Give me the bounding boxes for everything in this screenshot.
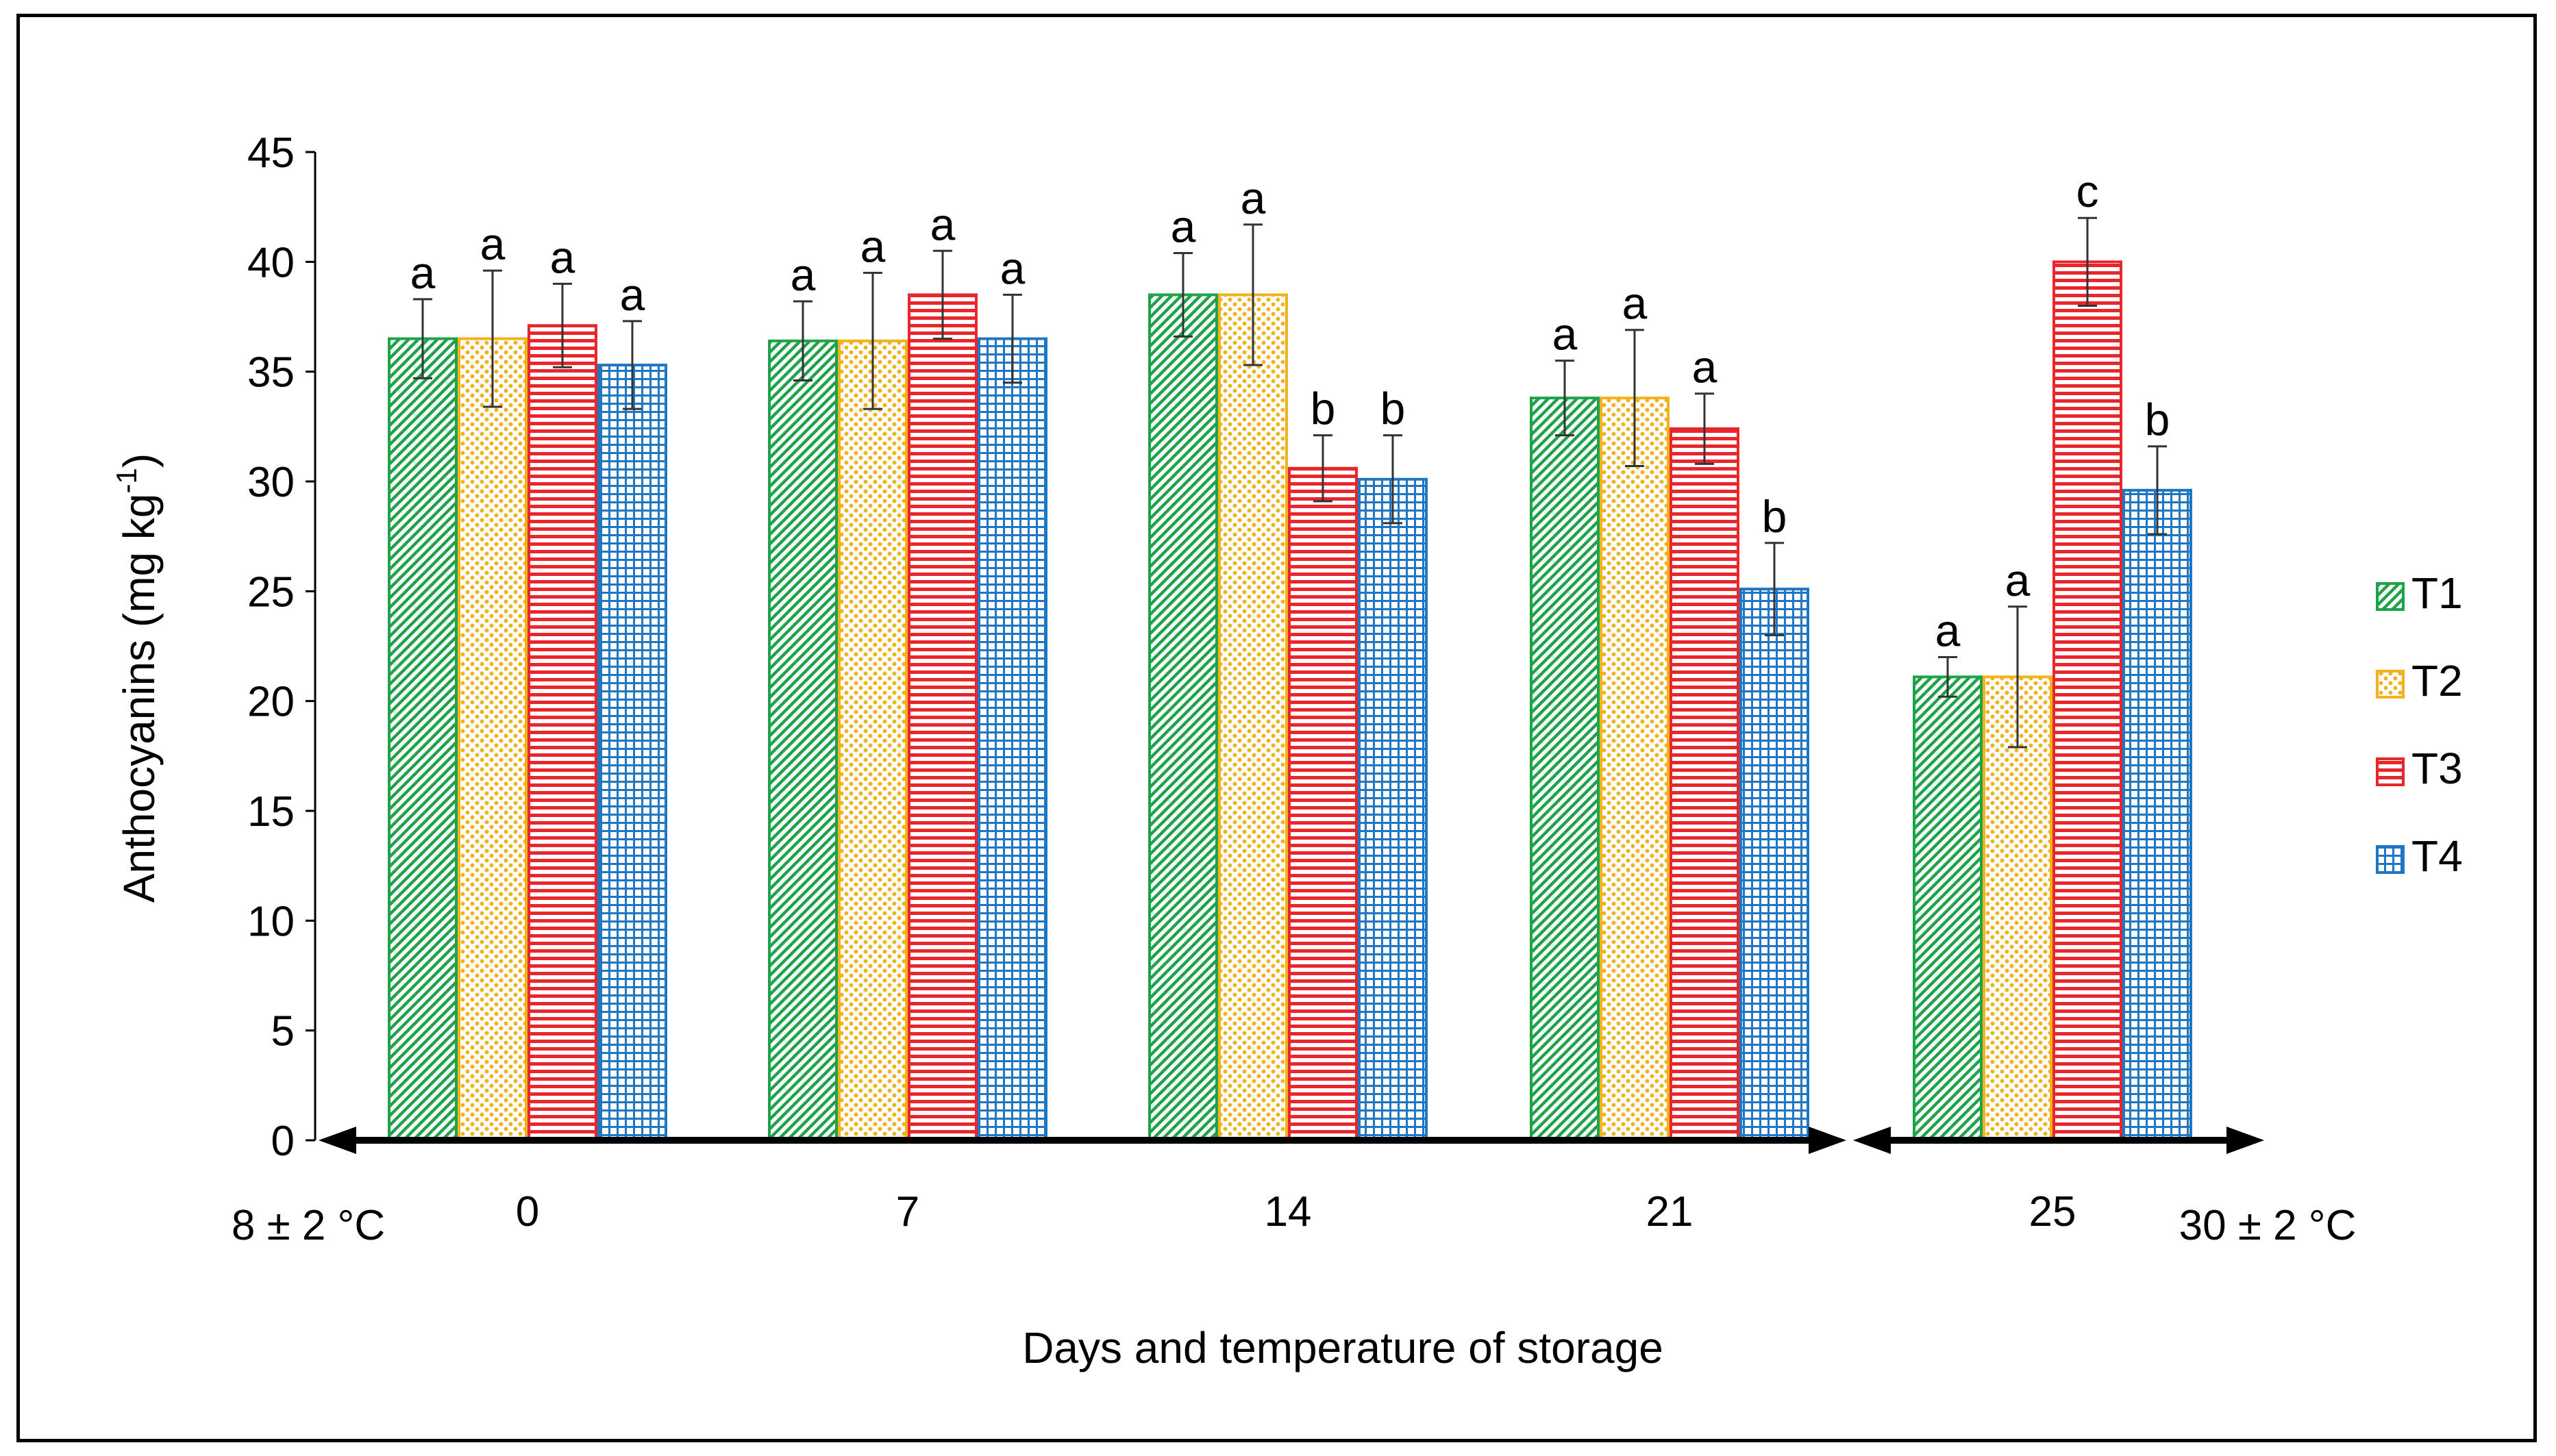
significance-letter: a <box>1000 242 1026 293</box>
significance-letter: a <box>930 199 956 249</box>
significance-letter: a <box>791 249 816 300</box>
bars <box>388 260 2192 1142</box>
legend-label-t2: T2 <box>2411 656 2463 705</box>
bar-t4-day-0 <box>597 364 667 1142</box>
y-axis: 0 5 10 15 20 25 30 35 40 45 <box>247 129 317 1165</box>
bar-t4-day-25 <box>2122 488 2192 1142</box>
bar-t1-day-7 <box>768 339 838 1142</box>
legend-swatch-t4 <box>2376 845 2405 874</box>
arrowhead-left <box>1853 1127 1891 1154</box>
y-tick-label: 45 <box>247 129 295 177</box>
x-tick-label: 0 <box>516 1188 539 1235</box>
bar-t1-day-0 <box>388 337 458 1142</box>
legend-label-t1: T1 <box>2411 568 2463 618</box>
bar-t2-day-14 <box>1218 293 1288 1142</box>
y-axis-title: Anthocyanins (mg kg-1) <box>110 453 164 903</box>
bar-t4-day-14 <box>1358 477 1428 1142</box>
arrowhead-left <box>319 1127 356 1154</box>
significance-letter: a <box>1171 201 1196 252</box>
x-axis: 0 7 14 21 25 <box>319 1127 2264 1235</box>
arrowhead-right <box>2226 1127 2264 1154</box>
significance-letter: a <box>550 231 575 282</box>
significance-letter: a <box>1622 278 1648 329</box>
y-tick-label: 5 <box>271 1008 295 1055</box>
x-tick-label: 21 <box>1646 1188 1693 1235</box>
annotation-high-temp: 30 ± 2 °C <box>2179 1202 2357 1249</box>
bar-t3-day-14 <box>1288 466 1358 1142</box>
y-axis-title-superscript: -1 <box>110 468 142 493</box>
bar-t1-day-14 <box>1148 293 1218 1142</box>
significance-letter: a <box>480 218 506 269</box>
legend-label-t3: T3 <box>2411 744 2463 793</box>
bar-t3-day-25 <box>2052 260 2122 1142</box>
significance-letter: b <box>1762 491 1787 542</box>
x-tick-label: 14 <box>1265 1188 1312 1235</box>
arrowhead-right <box>1809 1127 1846 1154</box>
bar-t1-day-25 <box>1913 675 1983 1142</box>
y-tick-label: 10 <box>247 898 295 945</box>
y-tick-label: 20 <box>247 679 295 726</box>
bar-t2-day-25 <box>1983 675 2052 1142</box>
bar-t2-day-7 <box>838 339 908 1142</box>
bar-t1-day-21 <box>1530 397 1600 1142</box>
y-tick-label: 0 <box>271 1118 295 1165</box>
legend-swatch-t1 <box>2376 582 2405 611</box>
y-axis-title-close: ) <box>114 453 164 468</box>
bar-t2-day-21 <box>1600 397 1670 1142</box>
significance-letter: a <box>620 269 645 320</box>
significance-letter: b <box>1380 384 1406 434</box>
significance-letter: a <box>2005 555 2031 605</box>
significance-letter: a <box>1935 605 1961 656</box>
significance-letter: a <box>1552 309 1578 360</box>
significance-letter: a <box>1692 342 1717 392</box>
x-tick-label: 25 <box>2029 1188 2076 1235</box>
bar-t3-day-21 <box>1670 427 1739 1142</box>
x-axis-title: Days and temperature of storage <box>1022 1323 1663 1372</box>
legend-label-t4: T4 <box>2411 831 2463 881</box>
significance-letter: b <box>2145 394 2170 445</box>
x-tick-label: 7 <box>896 1188 919 1235</box>
significance-letter: c <box>2076 166 2099 216</box>
y-tick-label: 30 <box>247 459 295 506</box>
error-bars <box>413 216 2167 749</box>
y-tick-label: 15 <box>247 788 295 836</box>
y-tick-label: 25 <box>247 568 295 616</box>
bar-t3-day-7 <box>908 293 978 1142</box>
y-tick-label: 35 <box>247 349 295 397</box>
legend-swatch-t3 <box>2376 757 2405 786</box>
significance-letter: a <box>1241 173 1266 223</box>
legend: T1 T2 T3 T4 <box>2376 568 2463 881</box>
bar-t2-day-0 <box>458 337 528 1142</box>
bar-t4-day-21 <box>1739 588 1809 1142</box>
legend-swatch-t2 <box>2376 670 2405 699</box>
y-axis-title-main: Anthocyanins (mg kg <box>114 494 164 903</box>
annotation-low-temp: 8 ± 2 °C <box>232 1202 385 1249</box>
bar-t3-day-0 <box>528 324 597 1142</box>
significance-letter: a <box>860 221 886 271</box>
significance-letter: a <box>410 247 436 298</box>
bar-t4-day-7 <box>978 337 1047 1142</box>
significance-letter: b <box>1311 384 1336 434</box>
y-tick-label: 40 <box>247 239 295 286</box>
